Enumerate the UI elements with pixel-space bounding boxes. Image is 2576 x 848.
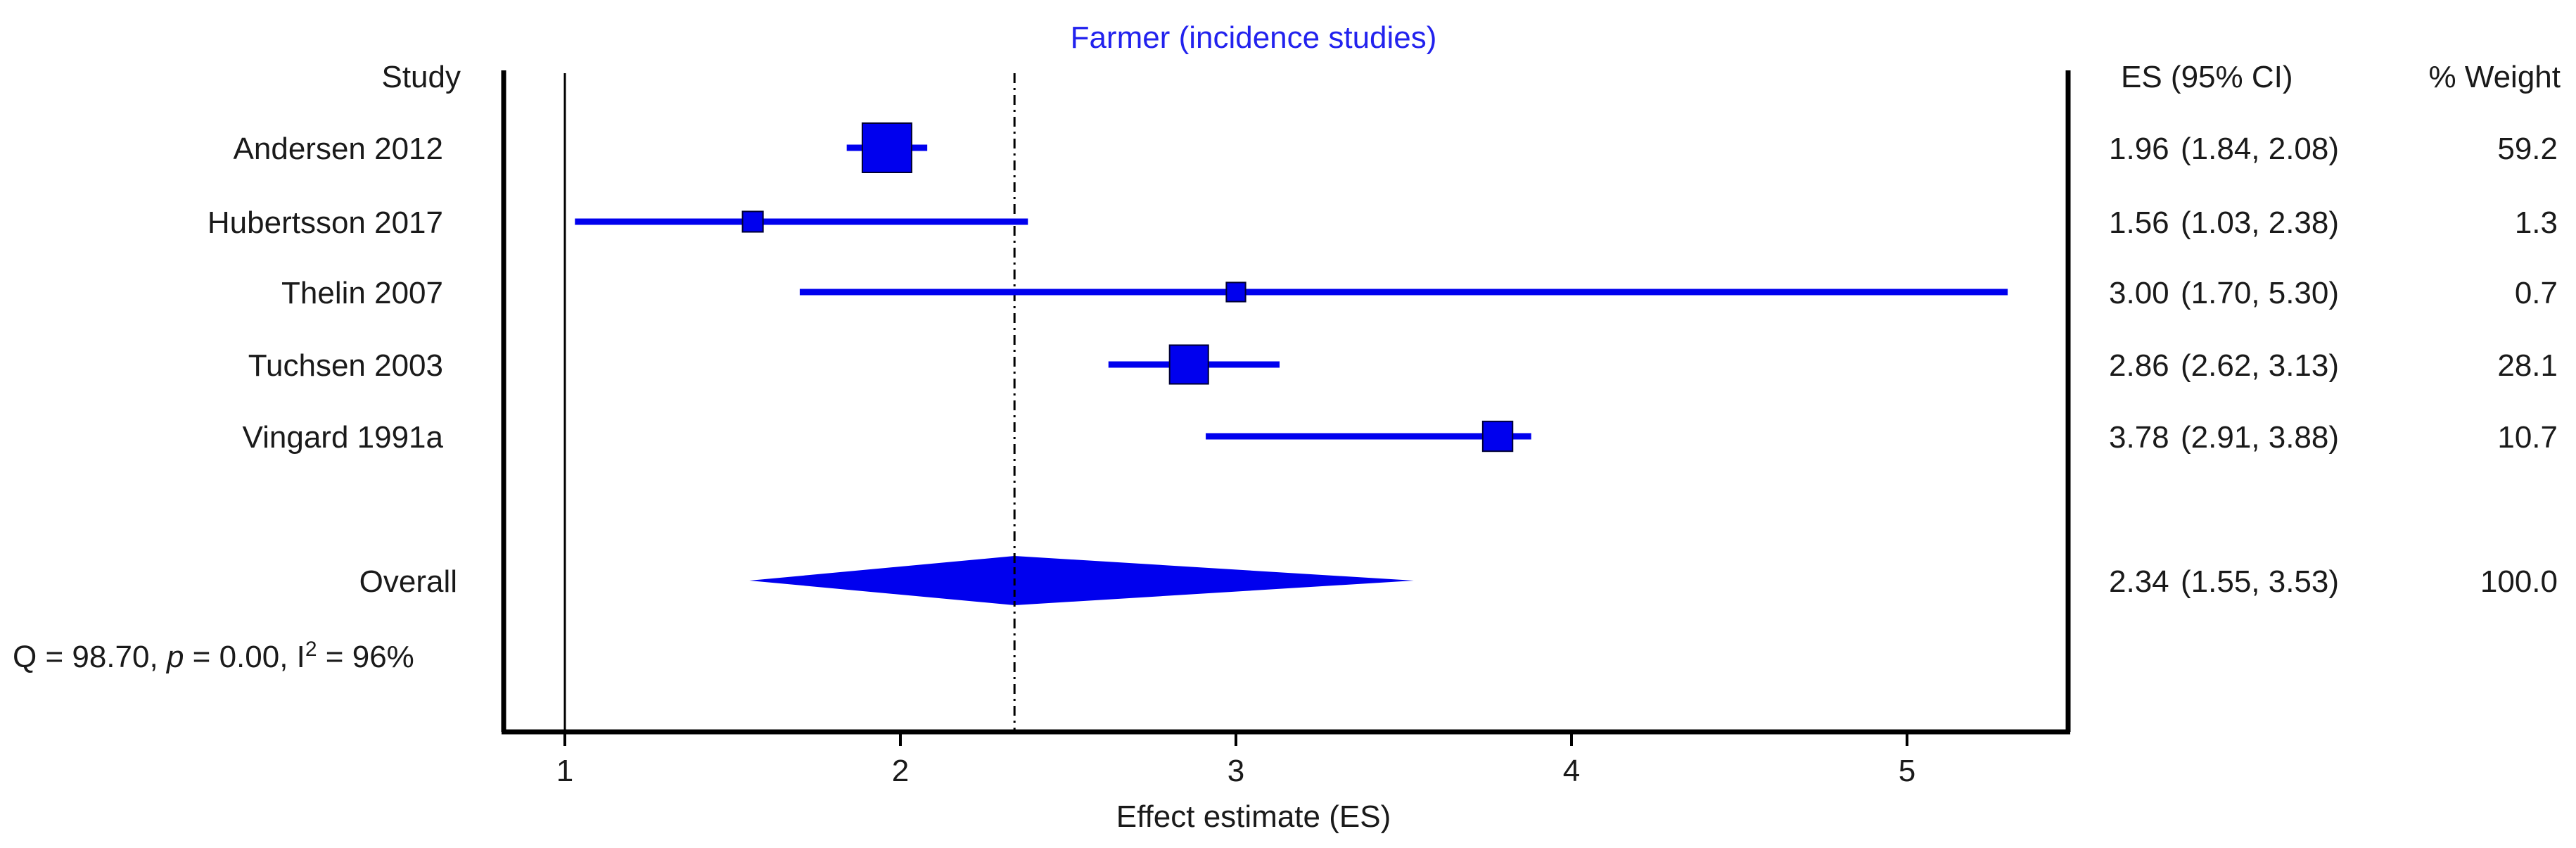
study-label: Hubertsson 2017 [208, 205, 443, 240]
x-axis-label: Effect estimate (ES) [1116, 799, 1391, 834]
es-value: 3.00 [2109, 276, 2169, 310]
overall-label: Overall [359, 564, 457, 599]
overall-weight-value: 100.0 [2480, 564, 2558, 599]
es-value: 1.96 [2109, 132, 2169, 166]
effect-marker [1168, 344, 1209, 385]
study-label: Thelin 2007 [281, 276, 443, 310]
x-tick-label: 5 [1899, 754, 1915, 788]
es-value: 3.78 [2109, 420, 2169, 455]
overall-ci-value: (1.55, 3.53) [2181, 564, 2339, 599]
x-tick-label: 2 [892, 754, 909, 788]
ci-value: (1.70, 5.30) [2181, 276, 2339, 310]
study-label: Tuchsen 2003 [248, 348, 443, 383]
overall-es-value: 2.34 [2109, 564, 2169, 599]
weight-value: 1.3 [2515, 205, 2558, 240]
chart-title: Farmer (incidence studies) [1071, 20, 1437, 55]
weight-value: 28.1 [2497, 348, 2558, 383]
effect-marker [1225, 281, 1246, 303]
study-column-header: Study [381, 60, 461, 94]
x-tick-label: 1 [556, 754, 573, 788]
es-value: 2.86 [2109, 348, 2169, 383]
weight-value: 0.7 [2515, 276, 2558, 310]
x-tick-label: 3 [1228, 754, 1244, 788]
reference-lines [563, 73, 1016, 732]
weight-value: 59.2 [2497, 132, 2558, 166]
study-rows: Andersen 2012 1.96 (1.84, 2.08) 59.2 Huberts… [208, 122, 2558, 455]
weight-column-header: % Weight [2429, 60, 2561, 94]
effect-marker [1481, 420, 1514, 453]
ci-value: (1.03, 2.38) [2181, 205, 2339, 240]
overall-diamond [749, 556, 1414, 605]
study-label: Vingard 1991a [243, 420, 444, 455]
study-label: Andersen 2012 [234, 132, 443, 166]
ci-value: (2.91, 3.88) [2181, 420, 2339, 455]
heterogeneity-stat: Q = 98.70, p = 0.00, I2 = 96% [13, 638, 414, 674]
effect-marker [741, 210, 764, 233]
ci-value: (2.62, 3.13) [2181, 348, 2339, 383]
es-column-header: ES (95% CI) [2121, 60, 2293, 94]
effect-marker [861, 122, 912, 173]
x-tick-label: 4 [1563, 754, 1580, 788]
weight-value: 10.7 [2497, 420, 2558, 455]
ci-value: (1.84, 2.08) [2181, 132, 2339, 166]
overall-row: Overall 2.34 (1.55, 3.53) 100.0 [359, 556, 2558, 605]
es-value: 1.56 [2109, 205, 2169, 240]
x-axis-ticks: 1 2 3 4 5 [556, 732, 1915, 788]
